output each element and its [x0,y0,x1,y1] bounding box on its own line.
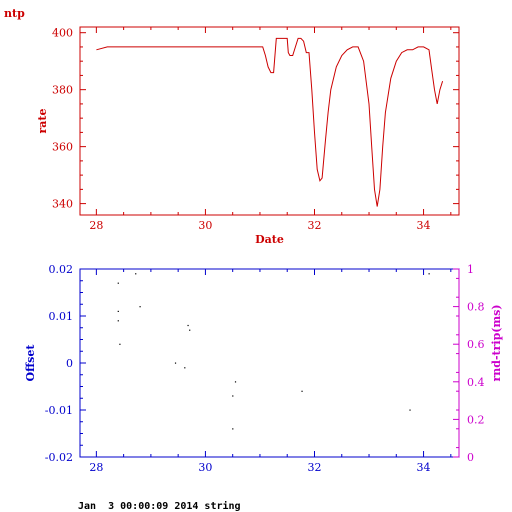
y-tick-label: -0.01 [45,404,73,417]
y2-tick-label: 0.6 [467,338,485,351]
offset-point [409,409,411,411]
offset-point [139,306,141,308]
offset-chart-y-ticks: -0.02 -0.01 0 0.01 0.02 [45,263,86,464]
offset-chart-right-y-axis-label: rnd-trip(ms) [490,304,503,381]
y-tick-label: 360 [52,141,73,154]
rate-chart: 28 30 32 34 340 360 380 400 Date rate [36,26,460,246]
y2-tick-label: 0 [467,451,474,464]
offset-chart-right-y-ticks: 0 0.2 0.4 0.6 0.8 1 [453,263,485,464]
offset-chart-frame [79,268,460,458]
offset-point [174,362,177,364]
footer-timestamp: Jan 3 00:00:09 2014 string [78,501,241,512]
offset-point [301,390,303,392]
x-tick-label: 34 [417,461,431,474]
x-tick-label: 32 [307,461,321,474]
x-tick-label: 28 [89,461,103,474]
y-tick-label: -0.02 [45,451,73,464]
offset-point [232,395,234,397]
rate-chart-x-ticks: 28 30 32 34 [89,27,452,232]
offset-point [428,273,430,275]
offset-point [117,282,119,284]
y2-tick-label: 0.4 [467,376,485,389]
offset-point [184,367,186,369]
y2-tick-label: 1 [467,263,474,276]
y2-tick-label: 0.2 [467,413,485,426]
offset-chart-x-ticks: 28 30 32 34 [89,269,452,474]
rate-chart-frame [79,26,460,216]
x-tick-label: 32 [307,219,321,232]
y-tick-label: 0.01 [49,310,74,323]
y-tick-label: 0.02 [49,263,74,276]
offset-point [117,320,119,322]
offset-points [117,273,430,430]
y-tick-label: 340 [52,198,73,211]
rate-chart-y-ticks: 340 360 380 400 [52,27,459,211]
x-tick-label: 30 [198,461,212,474]
x-tick-label: 30 [198,219,212,232]
offset-point [117,310,119,312]
offset-point [135,273,137,275]
y-tick-label: 380 [52,84,73,97]
y-tick-label: 400 [52,27,73,40]
x-tick-label: 28 [89,219,103,232]
y2-tick-label: 0.8 [467,301,485,314]
offset-chart-y-axis-label: Offset [24,344,37,382]
rate-chart-y-axis-label: rate [36,108,49,133]
offset-point [119,343,121,345]
offset-point [187,324,189,327]
offset-point [189,329,191,331]
rate-chart-x-axis-label: Date [255,233,284,246]
page-title: ntp [4,7,25,20]
x-tick-label: 34 [417,219,431,232]
offset-point [234,381,237,383]
offset-point [232,428,234,430]
rate-series-line [96,37,444,207]
y-tick-label: 0 [66,357,73,370]
